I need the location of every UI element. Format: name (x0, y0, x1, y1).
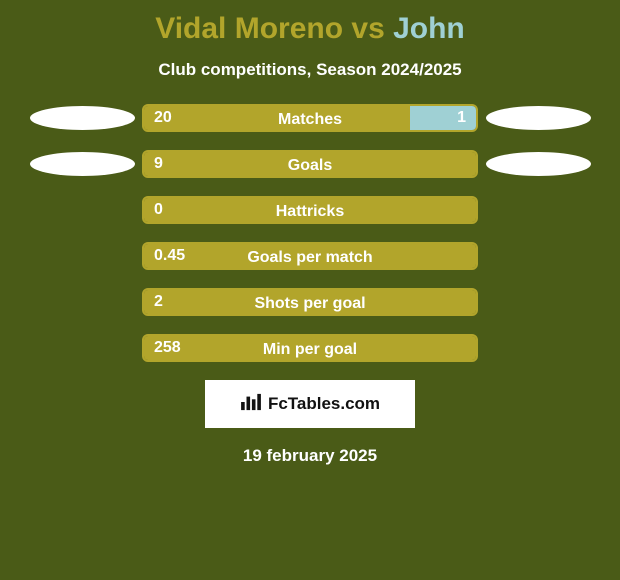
stat-row: 9Goals (0, 150, 620, 178)
player2-marker-ellipse (486, 106, 591, 130)
right-side (478, 106, 598, 130)
player1-segment: 258 (144, 336, 476, 360)
page-title: Vidal Moreno vs John (0, 12, 620, 46)
left-side (22, 152, 142, 176)
left-side (22, 106, 142, 130)
player1-segment: 9 (144, 152, 476, 176)
stat-bar: 0.45Goals per match (142, 242, 478, 270)
player1-segment: 0 (144, 198, 476, 222)
attribution-badge: FcTables.com (205, 380, 415, 428)
player2-value: 1 (457, 109, 466, 127)
stat-bar: 0Hattricks (142, 196, 478, 224)
player1-name: Vidal Moreno (155, 12, 343, 45)
player1-segment: 20 (144, 106, 410, 130)
stat-bar: 2Shots per goal (142, 288, 478, 316)
right-side (478, 152, 598, 176)
stat-bar: 201Matches (142, 104, 478, 132)
player1-segment: 2 (144, 290, 476, 314)
player2-name: John (393, 12, 465, 45)
stat-row: 0.45Goals per match (0, 242, 620, 270)
bar-chart-icon (240, 393, 262, 416)
player2-segment: 1 (410, 106, 476, 130)
player1-value: 2 (154, 293, 163, 311)
player1-segment: 0.45 (144, 244, 476, 268)
player1-marker-ellipse (30, 152, 135, 176)
subtitle: Club competitions, Season 2024/2025 (0, 60, 620, 80)
stat-row: 2Shots per goal (0, 288, 620, 316)
player1-value: 0.45 (154, 247, 185, 265)
player1-marker-ellipse (30, 106, 135, 130)
player2-marker-ellipse (486, 152, 591, 176)
comparison-infographic: Vidal Moreno vs John Club competitions, … (0, 0, 620, 580)
player1-value: 9 (154, 155, 163, 173)
stat-row: 0Hattricks (0, 196, 620, 224)
stat-bar: 9Goals (142, 150, 478, 178)
vs-text: vs (343, 12, 393, 45)
date-text: 19 february 2025 (0, 446, 620, 466)
stat-bar: 258Min per goal (142, 334, 478, 362)
stat-row: 258Min per goal (0, 334, 620, 362)
player1-value: 0 (154, 201, 163, 219)
stat-row: 201Matches (0, 104, 620, 132)
stats-section: 201Matches9Goals0Hattricks0.45Goals per … (0, 104, 620, 362)
attribution-text: FcTables.com (268, 394, 380, 414)
player1-value: 20 (154, 109, 172, 127)
player1-value: 258 (154, 339, 181, 357)
